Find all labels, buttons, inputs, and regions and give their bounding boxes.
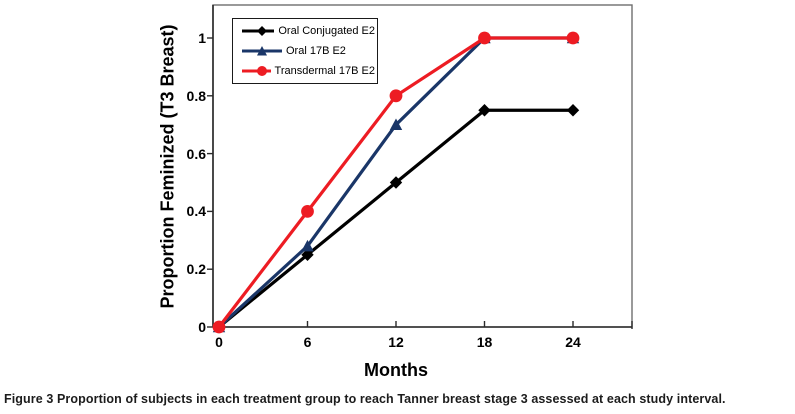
plot-area <box>207 4 633 334</box>
figure-caption-text: Proportion of subjects in each treatment… <box>57 392 726 406</box>
legend-label: Oral Conjugated E2 <box>278 25 375 37</box>
series-1-marker <box>389 118 403 130</box>
legend: Oral Conjugated E2 Oral 17B E2 Transdermal… <box>232 18 378 84</box>
y-tick-label: 1 <box>198 30 206 46</box>
y-tick-label: 0.2 <box>186 261 206 278</box>
x-tick-label: 18 <box>476 334 493 350</box>
legend-item: Transdermal 17B E2 <box>242 61 375 81</box>
diamond-legend-marker-icon <box>242 26 275 36</box>
x-axis-title: Months <box>364 360 428 380</box>
series-2-marker <box>212 320 226 334</box>
legend-label: Transdermal 17B E2 <box>274 65 375 77</box>
series-2-marker <box>389 89 403 103</box>
y-tick-label: 0 <box>198 319 206 335</box>
series-0-marker <box>389 176 403 189</box>
series-2-marker <box>301 205 314 218</box>
x-tick-label: 12 <box>388 334 404 350</box>
circle-legend-marker-icon <box>242 66 271 76</box>
series-2-marker <box>566 31 580 45</box>
x-tick-label: 24 <box>565 334 581 350</box>
legend-item: Oral Conjugated E2 <box>242 21 375 41</box>
y-axis-title-wrap: Proportion Feminized (T3 Breast) <box>150 0 186 332</box>
figure-caption: Figure 3 Proportion of subjects in each … <box>4 392 792 406</box>
series-1-marker <box>301 239 314 252</box>
series-2-marker <box>478 31 491 45</box>
legend-item: Oral 17B E2 <box>242 41 375 61</box>
series-0-marker <box>301 248 314 261</box>
y-tick-label: 0.4 <box>186 203 206 220</box>
figure-caption-label: Figure 3 <box>4 392 54 406</box>
y-tick-label: 0.8 <box>186 87 206 104</box>
y-tick-label: 0.6 <box>186 145 206 162</box>
x-tick-label: 0 <box>215 334 223 350</box>
triangle-legend-marker-icon <box>242 46 282 56</box>
series-0-marker <box>478 104 491 117</box>
series-0-marker <box>566 104 580 117</box>
x-tick-label: 6 <box>303 334 312 350</box>
legend-label: Oral 17B E2 <box>286 45 346 57</box>
